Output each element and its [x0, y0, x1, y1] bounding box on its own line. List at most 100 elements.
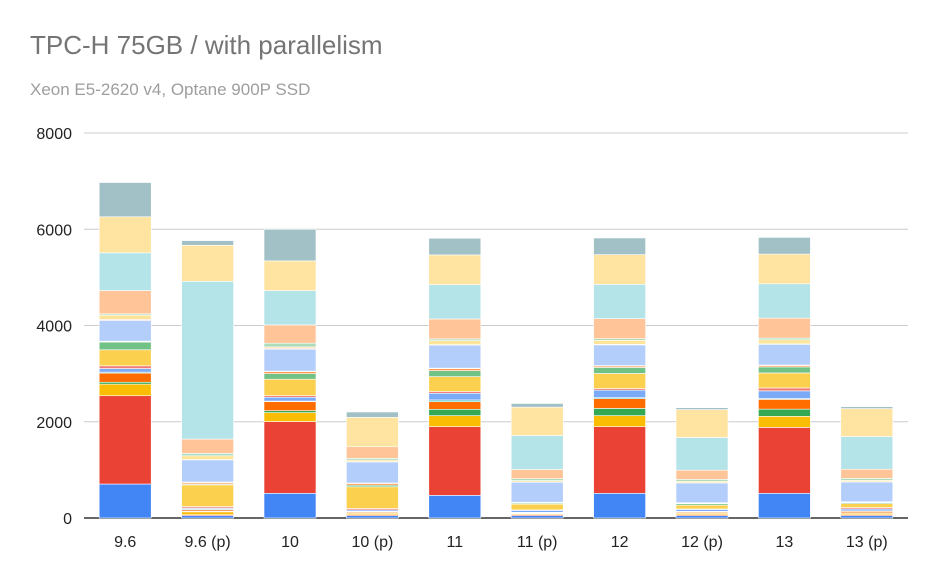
- bar-stack: [593, 237, 646, 519]
- x-tick-label: 11 (p): [517, 534, 558, 551]
- bar-segment-19: [510, 406, 564, 436]
- bar-segment-10: [428, 370, 482, 377]
- bar-segment-7: [263, 396, 317, 402]
- bar-segment-13: [675, 482, 729, 503]
- bar-segment-3: [758, 416, 811, 428]
- bar-segment-13: [181, 459, 234, 483]
- bar-segment-15: [593, 340, 646, 345]
- bar-segment-20: [181, 240, 234, 246]
- bar-segment-20: [510, 403, 564, 408]
- bar-segment-3: [181, 511, 234, 516]
- bar-segment-15: [428, 340, 482, 345]
- bar-stack: [181, 240, 234, 519]
- bar-segment-7: [98, 368, 152, 373]
- bar-segment-17: [428, 318, 482, 340]
- bar-segment-9: [263, 378, 317, 396]
- bar-segment-2: [758, 427, 811, 494]
- bar-segment-19: [593, 254, 646, 285]
- bar-segment-13: [593, 344, 646, 366]
- bar-segment-3: [593, 415, 646, 427]
- bar-stack: [346, 411, 399, 519]
- bar-segment-17: [263, 324, 317, 344]
- bar-segment-18: [758, 283, 811, 319]
- bar-segment-18: [840, 436, 894, 470]
- bar-segment-13: [263, 348, 317, 372]
- bar-segment-3: [98, 383, 152, 397]
- bar-segment-9: [510, 503, 564, 511]
- bar-segment-9: [181, 484, 234, 507]
- bar-segment-3: [428, 415, 482, 427]
- bar-stack: [98, 182, 152, 519]
- x-tick-label: 10: [281, 534, 299, 551]
- bar-segment-17: [593, 318, 646, 339]
- bar-segment-20: [428, 237, 482, 256]
- bar-segment-9: [675, 504, 729, 510]
- bar-stack: [428, 237, 482, 519]
- bar-segment-18: [510, 435, 564, 470]
- bar-segment-1: [675, 515, 729, 519]
- bar-segment-20: [840, 406, 894, 409]
- bar-segment-19: [98, 216, 152, 254]
- x-tick-label: 11: [446, 534, 463, 551]
- bar-segment-1: [346, 515, 399, 519]
- bar-segment-19: [263, 260, 317, 291]
- axis-labels: 0 2000 4000 6000 8000 9.6 9.6 (p) 10 10 (p) 11 11 …: [36, 126, 887, 551]
- bar-segment-4: [593, 408, 646, 416]
- bar-segment-19: [181, 244, 234, 282]
- bar-segment-17: [758, 317, 811, 339]
- bar-segment-1: [593, 493, 646, 519]
- bar-segment-9: [840, 503, 894, 508]
- bar-segment-9: [593, 373, 646, 389]
- x-tick-label: 13: [776, 534, 794, 551]
- bar-segment-1: [98, 483, 152, 519]
- bar-segment-13: [758, 344, 811, 366]
- bar-segment-2: [593, 426, 646, 494]
- y-tick-label: 2000: [36, 415, 72, 432]
- x-tick-label: 10 (p): [352, 534, 394, 551]
- bar-segment-2: [98, 395, 152, 485]
- y-tick-label: 4000: [36, 319, 72, 336]
- bar-stack: [758, 237, 811, 519]
- bar-segment-9: [428, 376, 482, 392]
- bar-segment-13: [346, 461, 399, 484]
- bar-segment-20: [98, 182, 152, 218]
- bar-segment-13: [840, 481, 894, 503]
- bar-segment-15: [758, 339, 811, 345]
- bar-segment-17: [840, 468, 894, 479]
- bar-stack: [263, 228, 317, 519]
- bar-segment-19: [675, 409, 729, 438]
- bar-segment-19: [428, 254, 482, 285]
- bar-segment-18: [263, 290, 317, 326]
- bar-segment-15: [98, 314, 152, 320]
- bar-segment-10: [263, 373, 317, 380]
- bar-segment-10: [593, 367, 646, 374]
- bar-segment-1: [428, 495, 482, 519]
- bar-segment-5: [428, 401, 482, 410]
- bar-segment-17: [510, 469, 564, 479]
- bar-segment-17: [181, 438, 234, 454]
- y-tick-label: 6000: [36, 222, 72, 239]
- bar-segment-7: [593, 389, 646, 398]
- bar-segment-9: [98, 349, 152, 367]
- bar-segment-19: [346, 417, 399, 448]
- bar-segment-18: [98, 252, 152, 291]
- bar-segment-2: [263, 421, 317, 494]
- bar-segment-4: [758, 408, 811, 417]
- bar-segment-13: [510, 481, 564, 503]
- bar-segment-20: [758, 237, 811, 255]
- bar-segment-5: [758, 399, 811, 410]
- bar-segment-7: [428, 392, 482, 401]
- bar-segment-10: [98, 341, 152, 351]
- bar-segment-10: [758, 366, 811, 374]
- bar-segment-1: [181, 515, 234, 519]
- bar-segment-16: [263, 342, 317, 348]
- bar-segment-16: [181, 453, 234, 457]
- chart-title: TPC-H 75GB / with parallelism: [30, 30, 383, 60]
- bar-segment-5: [593, 398, 646, 409]
- bar-segment-20: [593, 237, 646, 255]
- bar-segment-20: [675, 407, 729, 410]
- bar-segment-13: [98, 320, 152, 342]
- bar-segment-18: [181, 281, 234, 440]
- bar-segment-9: [346, 486, 399, 509]
- bar-stack: [840, 406, 894, 519]
